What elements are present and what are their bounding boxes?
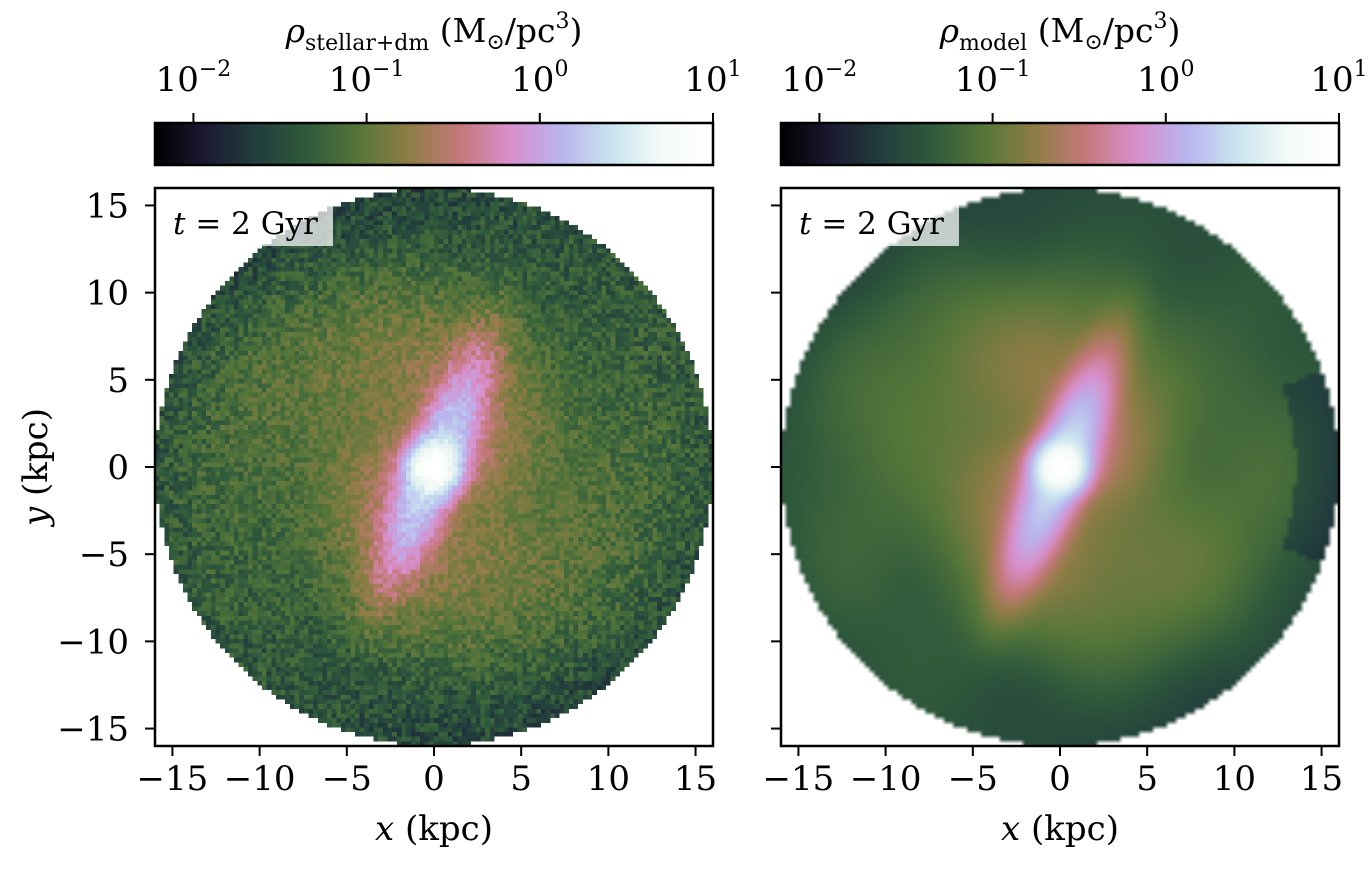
colorbar-label: ρstellar+dm (M⊙/pc3) bbox=[285, 9, 583, 56]
x-tick-label: 5 bbox=[510, 759, 532, 799]
colorbar bbox=[779, 121, 1341, 167]
colorbar-tick-label: 100 bbox=[511, 57, 568, 100]
x-tick-label: 0 bbox=[1049, 759, 1071, 799]
colorbar-tick-label: 10−1 bbox=[955, 57, 1031, 100]
colorbar-tick-label: 101 bbox=[1310, 57, 1367, 100]
panel-right: 10−2 10−1 100 101 ρmodel (M⊙/pc3) −15 −10 −5 0 5 1… bbox=[763, 9, 1368, 849]
colorbar-label: ρmodel (M⊙/pc3) bbox=[939, 9, 1181, 56]
y-tick-label: −5 bbox=[79, 535, 129, 575]
colorbar-tick-label: 10−2 bbox=[156, 57, 232, 100]
x-tick-label: −5 bbox=[322, 759, 372, 799]
x-tick-label: 15 bbox=[1300, 759, 1343, 799]
y-tick-label: −10 bbox=[57, 622, 129, 662]
y-tick-label: 0 bbox=[107, 448, 129, 488]
y-tick-label: 5 bbox=[107, 361, 129, 401]
density-map bbox=[781, 188, 1339, 746]
x-tick-label: −5 bbox=[948, 759, 998, 799]
colorbar bbox=[153, 121, 715, 167]
x-tick-label: 5 bbox=[1136, 759, 1158, 799]
x-tick-label: 10 bbox=[587, 759, 630, 799]
annotation-box bbox=[791, 200, 959, 246]
time-annotation: t = 2 Gyr bbox=[173, 206, 318, 242]
x-tick-label: 15 bbox=[674, 759, 717, 799]
colorbar-tick-label: 10−2 bbox=[782, 57, 858, 100]
time-annotation: t = 2 Gyr bbox=[799, 206, 944, 242]
x-tick-label: −10 bbox=[224, 759, 296, 799]
x-tick-label: 0 bbox=[423, 759, 445, 799]
x-tick-label: 10 bbox=[1213, 759, 1256, 799]
y-tick-label: 10 bbox=[86, 274, 129, 314]
x-axis-label: x (kpc) bbox=[375, 809, 493, 849]
x-axis-label: x (kpc) bbox=[1001, 809, 1119, 849]
x-tick-label: −15 bbox=[137, 759, 209, 799]
colorbar-tick-label: 100 bbox=[1137, 57, 1194, 100]
y-axis-label: y (kpc) bbox=[16, 408, 56, 528]
x-tick-label: −10 bbox=[850, 759, 922, 799]
annotation-box bbox=[165, 200, 333, 246]
y-tick-label: 15 bbox=[86, 186, 129, 226]
colorbar-tick-label: 10−1 bbox=[329, 57, 405, 100]
y-tick-label: −15 bbox=[57, 710, 129, 750]
x-tick-label: −15 bbox=[763, 759, 835, 799]
colorbar-tick-label: 101 bbox=[684, 57, 741, 100]
density-map bbox=[155, 188, 713, 746]
